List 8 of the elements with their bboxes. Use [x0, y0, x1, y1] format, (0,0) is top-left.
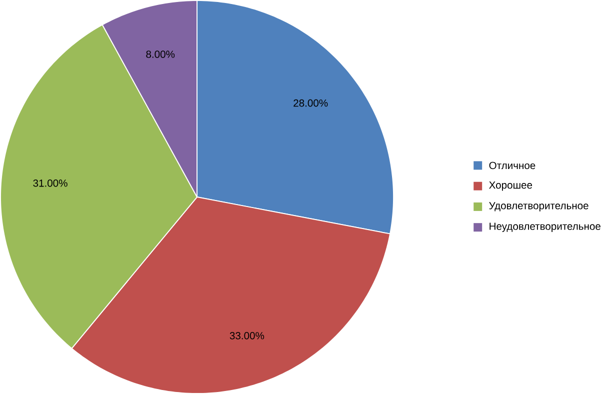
data-label: 8.00% — [146, 50, 175, 58]
data-label: 31.00% — [33, 180, 68, 187]
legend-label: Неудовлетворительное — [490, 222, 600, 232]
legend-label: Удовлетворительное — [489, 202, 588, 212]
legend-label: Хорошее — [489, 181, 532, 191]
legend-label: Отличное — [489, 162, 536, 170]
data-label: 33.00% — [230, 332, 264, 340]
data-label: 28.00% — [294, 99, 328, 107]
